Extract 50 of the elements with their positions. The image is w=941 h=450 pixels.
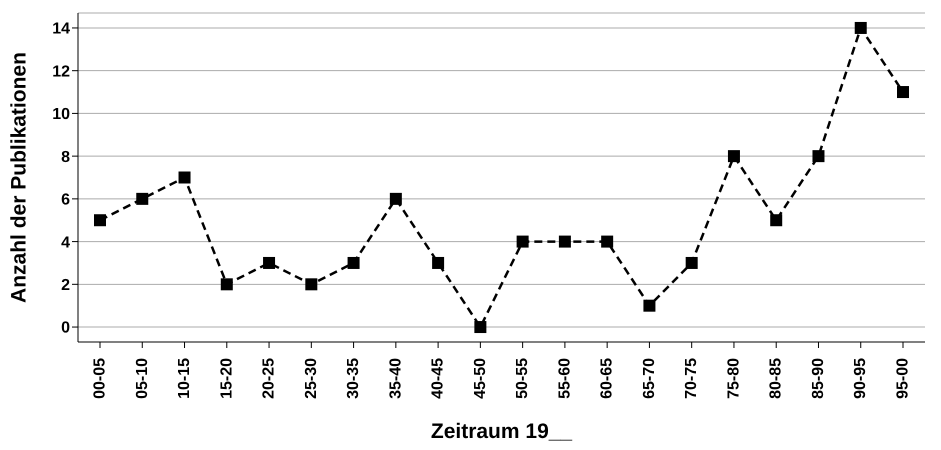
x-tick-label: 15-20 [218, 358, 236, 399]
point [474, 321, 486, 334]
x-tick-label: 00-05 [92, 358, 108, 399]
point [728, 150, 740, 162]
x-tick-label: 50-55 [514, 358, 532, 399]
x-tick-label: 95-00 [894, 358, 912, 399]
point [220, 278, 233, 290]
x-tick-label: 90-95 [852, 358, 870, 399]
x-tick-label: 85-90 [810, 358, 827, 399]
y-tick-label: 14 [52, 20, 70, 38]
x-tick-label: 05-10 [134, 358, 151, 399]
point [305, 278, 318, 290]
x-tick-label: 40-45 [430, 358, 447, 399]
x-tick-label: 80-85 [768, 358, 785, 399]
point [178, 172, 191, 184]
y-tick-label: 6 [61, 192, 70, 209]
y-tick-label: 12 [52, 63, 70, 80]
y-tick-label: 10 [52, 106, 70, 124]
point [263, 256, 276, 269]
point [897, 86, 909, 98]
point [643, 300, 656, 312]
point [770, 214, 782, 226]
point [516, 236, 529, 248]
x-tick-label: 45-50 [472, 358, 489, 399]
y-tick-label: 0 [61, 320, 70, 337]
x-tick-label: 25-30 [302, 358, 320, 399]
point [432, 256, 444, 269]
point [348, 256, 360, 269]
x-tick-label: 20-25 [260, 358, 278, 399]
x-tick-label: 10-15 [176, 358, 194, 399]
x-tick-label: 35-40 [387, 358, 404, 399]
y-axis-title: Anzahl der Publikationen [7, 52, 30, 303]
point [94, 214, 106, 226]
y-tick-label: 8 [61, 148, 70, 166]
point [812, 150, 824, 162]
point [558, 236, 571, 248]
x-tick-label: 75-80 [725, 358, 742, 399]
x-tick-label: 30-35 [345, 358, 362, 399]
point [686, 256, 698, 269]
point [136, 192, 148, 205]
y-tick-label: 2 [61, 277, 70, 294]
point [601, 236, 614, 248]
y-tick-label: 4 [61, 234, 70, 252]
x-tick-label: 70-75 [683, 358, 700, 399]
x-tick-label: 60-65 [598, 358, 616, 399]
point [390, 192, 402, 205]
x-tick-label: 65-70 [640, 358, 658, 399]
x-tick-label: 55-60 [556, 358, 574, 399]
x-axis-title: Zeitraum 19__ [430, 420, 572, 443]
point [854, 22, 867, 34]
